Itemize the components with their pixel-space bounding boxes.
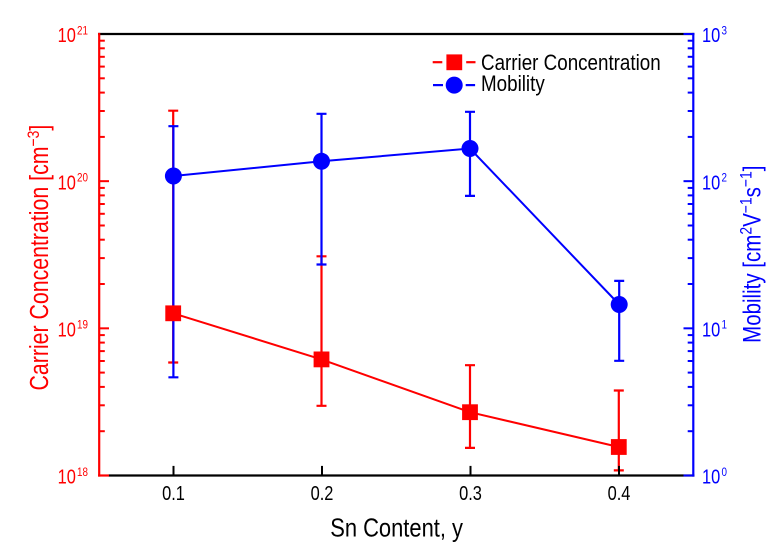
- svg-text:0.2: 0.2: [311, 481, 334, 504]
- svg-text:0.4: 0.4: [608, 481, 631, 504]
- svg-text:Carrier Concentration: Carrier Concentration: [481, 51, 661, 76]
- svg-text:Carrier Concentration [cm−3]: Carrier Concentration [cm−3]: [25, 125, 55, 391]
- svg-text:0.3: 0.3: [459, 481, 482, 504]
- svg-text:Mobility [cm2V−1s−1]: Mobility [cm2V−1s−1]: [737, 166, 766, 343]
- svg-text:Mobility: Mobility: [481, 71, 545, 96]
- svg-text:0.1: 0.1: [162, 481, 185, 504]
- svg-text:Sn Content, y: Sn Content, y: [330, 514, 463, 543]
